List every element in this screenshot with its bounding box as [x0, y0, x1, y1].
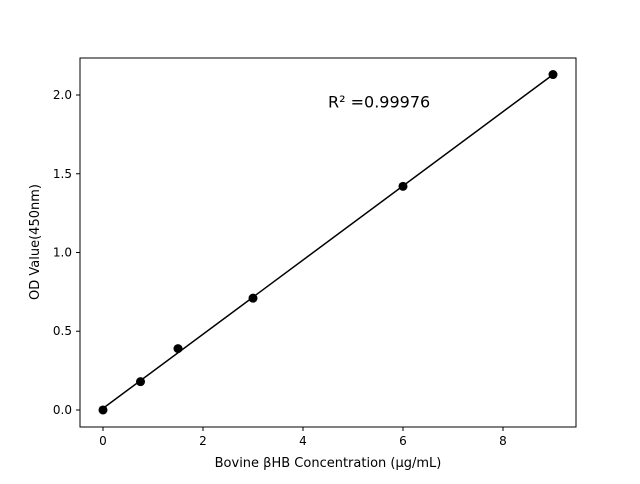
x-axis-label: Bovine βHB Concentration (μg/mL)	[215, 456, 442, 471]
y-tick-label: 0.5	[53, 324, 72, 338]
x-tick-label: 0	[99, 434, 107, 448]
plot-frame	[79, 57, 577, 428]
data-point	[398, 181, 408, 191]
data-point	[98, 405, 108, 415]
x-tick-label: 8	[499, 434, 507, 448]
x-tick-label: 2	[199, 434, 207, 448]
y-tick-label: 0.0	[53, 403, 72, 417]
y-tick-label: 1.5	[53, 167, 72, 181]
y-tick-label: 2.0	[53, 88, 72, 102]
data-point	[173, 344, 183, 354]
x-tick-label: 4	[299, 434, 307, 448]
data-point	[136, 377, 145, 387]
y-axis-label: OD Value(450nm)	[28, 184, 43, 300]
x-tick-label: 6	[399, 434, 407, 448]
r-squared-annotation: R² =0.99976	[328, 93, 430, 112]
y-tick-label: 1.0	[53, 246, 72, 260]
data-point	[548, 70, 558, 80]
data-point	[248, 293, 258, 303]
